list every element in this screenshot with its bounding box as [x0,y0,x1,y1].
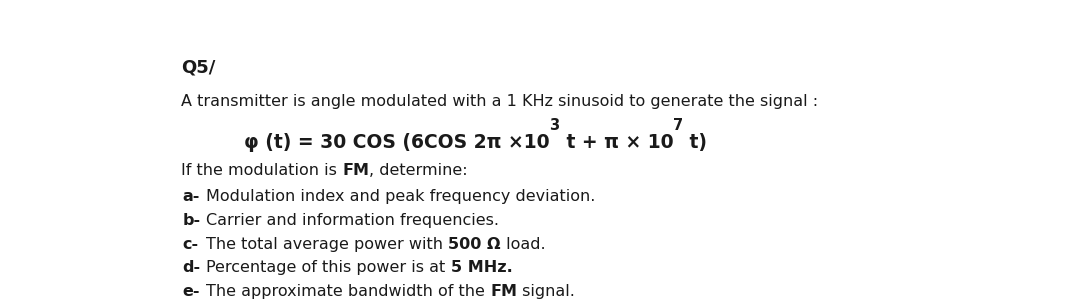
Text: Q5/: Q5/ [181,58,215,76]
Text: 500 Ω: 500 Ω [448,237,501,252]
Text: The approximate bandwidth of the: The approximate bandwidth of the [206,284,490,299]
Text: Modulation index and peak frequency deviation.: Modulation index and peak frequency devi… [206,189,595,204]
Text: Percentage of this power is at: Percentage of this power is at [206,260,450,275]
Text: signal.: signal. [517,284,575,299]
Text: φ (t) = 30 COS (6COS 2π ×10: φ (t) = 30 COS (6COS 2π ×10 [244,133,550,152]
Text: t + π × 10: t + π × 10 [559,133,673,152]
Text: , determine:: , determine: [369,163,468,178]
Text: The total average power with: The total average power with [206,237,448,252]
Text: d-: d- [183,260,201,275]
Text: c-: c- [183,237,199,252]
Text: 3: 3 [550,119,559,134]
Text: Carrier and information frequencies.: Carrier and information frequencies. [206,213,499,228]
Text: A transmitter is angle modulated with a 1 KHz sinusoid to generate the signal :: A transmitter is angle modulated with a … [181,94,819,109]
Text: b-: b- [183,213,201,228]
Text: t): t) [684,133,707,152]
Text: 5 MHz.: 5 MHz. [450,260,512,275]
Text: load.: load. [501,237,545,252]
Text: a-: a- [183,189,200,204]
Text: 7: 7 [673,119,684,134]
Text: FM: FM [490,284,517,299]
Text: If the modulation is: If the modulation is [181,163,342,178]
Text: e-: e- [183,284,200,299]
Text: FM: FM [342,163,369,178]
